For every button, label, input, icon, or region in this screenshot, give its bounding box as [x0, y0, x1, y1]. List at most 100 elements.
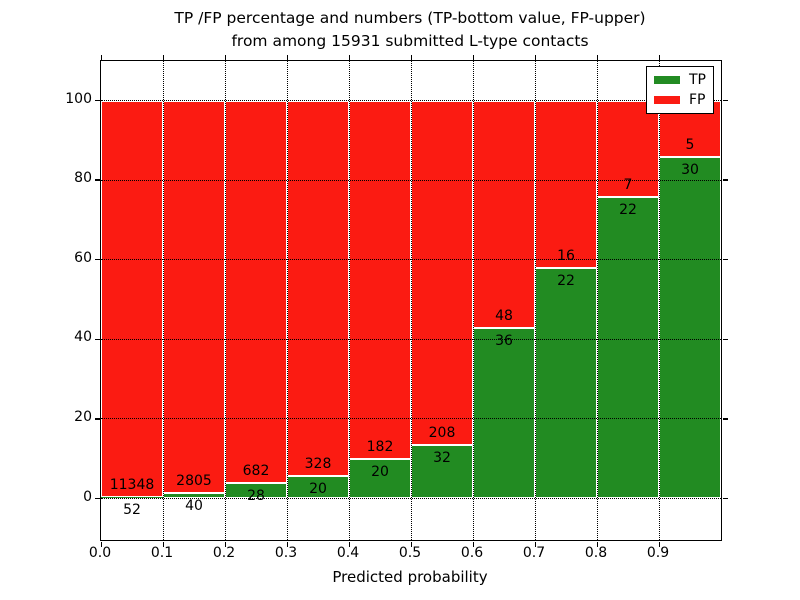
bar-segment-fp: [535, 100, 597, 269]
y-tick-mark-right: [722, 497, 728, 500]
tp-count-label: 22: [557, 273, 575, 290]
x-tick-mark-top: [658, 54, 660, 60]
x-tick-mark: [596, 541, 598, 547]
legend-entry-tp: TP: [647, 73, 713, 87]
x-tick-mark: [224, 541, 226, 547]
y-tick-mark: [94, 258, 100, 261]
x-tick-label: 0.9: [646, 545, 670, 561]
vertical-gridline: [658, 61, 660, 540]
x-tick-mark-top: [162, 54, 164, 60]
x-tick-label: 0.3: [274, 545, 298, 561]
bar-segment-tp: [535, 268, 597, 499]
y-tick-mark: [94, 179, 100, 181]
tp-count-label: 20: [371, 464, 389, 481]
vertical-gridline: [162, 61, 164, 540]
y-tick-mark: [94, 99, 100, 102]
vertical-gridline: [224, 61, 226, 540]
fp-count-label: 182: [366, 439, 394, 456]
x-tick-label: 0.8: [584, 545, 608, 561]
fp-count-label: 5: [685, 137, 695, 154]
x-tick-mark-top: [348, 54, 350, 60]
tp-count-label: 32: [433, 450, 451, 467]
x-tick-mark-top: [100, 54, 102, 60]
x-tick-label: 0.1: [150, 545, 174, 561]
vertical-gridline: [410, 61, 412, 540]
y-tick-mark-right: [722, 258, 728, 261]
fp-count-label: 2805: [176, 472, 212, 489]
x-tick-mark: [348, 541, 350, 547]
bar-segment-tp: [349, 459, 411, 499]
x-axis-label: Predicted probability: [332, 568, 488, 586]
fp-count-label: 48: [495, 307, 513, 324]
y-tick-label: 40: [74, 329, 92, 346]
x-tick-mark: [410, 541, 412, 547]
y-tick-mark-right: [722, 179, 728, 181]
bar-segment-fp: [411, 100, 473, 446]
legend-entry-fp: FP: [647, 93, 713, 107]
plot-area: Percentage 11348522805406822832820182202…: [94, 54, 728, 547]
x-tick-mark: [658, 541, 660, 547]
tp-count-label: 52: [123, 501, 141, 518]
tp-count-label: 40: [185, 497, 203, 514]
vertical-gridline: [534, 61, 536, 540]
x-tick-mark: [472, 541, 474, 547]
y-tick-mark: [94, 338, 100, 341]
chart-title-line1: TP /FP percentage and numbers (TP-bottom…: [174, 9, 646, 27]
legend-label-fp: FP: [689, 91, 706, 108]
bar-segment-tp: [659, 157, 721, 499]
horizontal-gridline: [101, 259, 721, 261]
fp-count-label: 11348: [109, 476, 155, 493]
y-tick-mark-right: [722, 338, 728, 341]
bar-segment-tp: [101, 496, 163, 499]
x-tick-mark-top: [286, 54, 288, 60]
x-tick-label: 0.6: [460, 545, 484, 561]
chart-title: TP /FP percentage and numbers (TP-bottom…: [100, 7, 720, 53]
horizontal-gridline: [101, 338, 721, 340]
horizontal-gridline: [101, 179, 721, 181]
fp-count-label: 328: [304, 455, 332, 472]
x-tick-label: 0.0: [88, 545, 112, 561]
vertical-gridline: [472, 61, 474, 540]
bar-segment-tp: [473, 327, 535, 499]
tp-swatch-icon: [654, 76, 680, 85]
y-tick-mark-right: [722, 418, 728, 420]
x-tick-mark: [286, 541, 288, 547]
y-tick-label: 80: [74, 170, 92, 187]
x-tick-mark-top: [224, 54, 226, 60]
bar-segment-fp: [101, 100, 163, 497]
bar-segment-tp: [597, 196, 659, 499]
x-tick-mark-top: [472, 54, 474, 60]
fp-count-label: 682: [242, 462, 270, 479]
x-tick-label: 0.7: [522, 545, 546, 561]
tp-count-label: 20: [309, 480, 327, 497]
x-tick-mark-top: [534, 54, 536, 60]
horizontal-gridline: [101, 418, 721, 420]
tp-count-label: 30: [681, 162, 699, 179]
y-tick-mark-right: [722, 99, 728, 102]
y-tick-mark: [94, 418, 100, 420]
x-tick-mark-top: [596, 54, 598, 60]
chart-title-line2: from among 15931 submitted L-type contac…: [231, 32, 589, 50]
fp-count-label: 16: [557, 248, 575, 265]
x-tick-mark: [534, 541, 536, 547]
y-tick-label: 0: [83, 488, 92, 505]
bar-segment-fp: [163, 100, 225, 493]
horizontal-gridline: [101, 498, 721, 499]
x-tick-label: 0.2: [212, 545, 236, 561]
x-tick-mark: [100, 541, 102, 547]
tp-count-label: 28: [247, 487, 265, 504]
fp-count-label: 208: [428, 425, 456, 442]
vertical-gridline: [286, 61, 288, 540]
y-tick-label: 20: [74, 408, 92, 425]
fp-count-label: 7: [623, 176, 633, 193]
y-tick-mark: [94, 497, 100, 500]
vertical-gridline: [348, 61, 350, 540]
bar-segment-fp: [349, 100, 411, 460]
y-tick-label: 60: [74, 249, 92, 266]
legend: TP FP: [646, 66, 714, 114]
legend-label-tp: TP: [689, 72, 706, 89]
x-tick-mark-top: [410, 54, 412, 60]
bar-segment-fp: [473, 100, 535, 328]
horizontal-gridline: [101, 100, 721, 101]
fp-swatch-icon: [654, 95, 680, 104]
